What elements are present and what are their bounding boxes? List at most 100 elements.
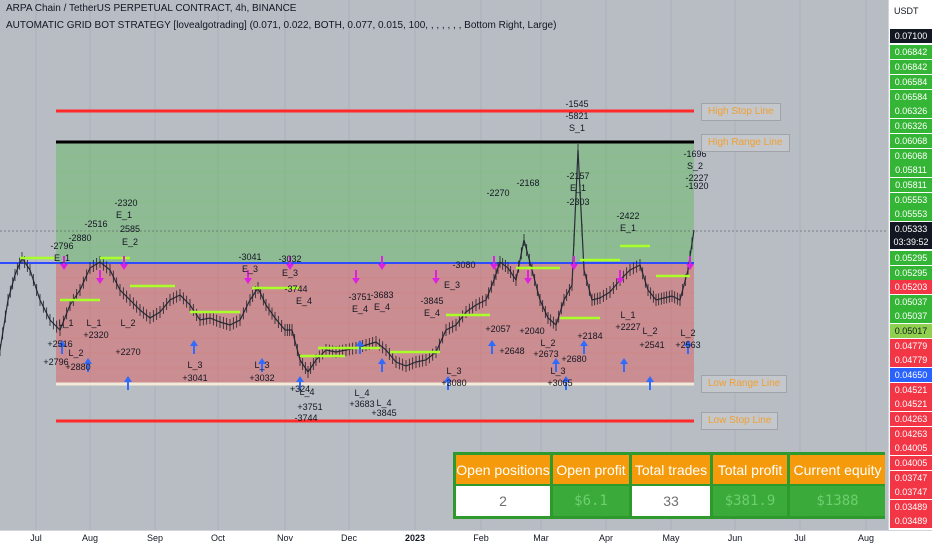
trade-annotation: L_2 bbox=[680, 328, 695, 338]
exit-arrow-icon bbox=[286, 256, 294, 270]
trade-annotation: L_1 bbox=[86, 318, 101, 328]
trade-annotation: E_3 bbox=[444, 280, 460, 290]
price-tag: 0.06068 bbox=[890, 134, 932, 148]
price-tag: 0.06584 bbox=[890, 90, 932, 104]
trade-annotation: -2516 bbox=[84, 219, 107, 229]
value-current-equity: $1388 bbox=[790, 486, 885, 516]
trade-annotation: L_3 bbox=[187, 360, 202, 370]
long-arrow-icon bbox=[488, 340, 496, 354]
trade-annotation: +3845 bbox=[371, 408, 396, 418]
price-tag: 0.05037 bbox=[890, 309, 932, 323]
time-label: Nov bbox=[276, 533, 294, 543]
price-tag: 0.06842 bbox=[890, 60, 932, 74]
stats-header-row: Open positions Open profit Total trades … bbox=[456, 455, 888, 484]
price-tag: 0.04005 bbox=[890, 456, 932, 470]
price-tag: 0.04650 bbox=[890, 368, 932, 382]
value-total-trades: 33 bbox=[632, 486, 710, 516]
trade-annotation: +2516 bbox=[47, 339, 72, 349]
trade-annotation: -3683 bbox=[370, 290, 393, 300]
value-total-profit: $381.9 bbox=[713, 486, 787, 516]
exit-arrow-icon bbox=[570, 256, 578, 270]
time-label: Sep bbox=[146, 533, 164, 543]
price-tag: 0.05295 bbox=[890, 251, 932, 265]
price-tag: 0.04263 bbox=[890, 427, 932, 441]
price-unit: USDT bbox=[894, 6, 919, 16]
price-tag: 0.06842 bbox=[890, 45, 932, 59]
time-label: Aug bbox=[857, 533, 875, 543]
header-total-profit: Total profit bbox=[713, 455, 787, 484]
trade-annotation: +2227 bbox=[615, 322, 640, 332]
value-open-profit: $6.1 bbox=[553, 486, 629, 516]
trade-annotation: L_2 bbox=[120, 318, 135, 328]
trade-annotation: +3041 bbox=[182, 373, 207, 383]
price-tag: 0.05017 bbox=[890, 324, 932, 338]
price-tag: 0.05333 bbox=[890, 222, 932, 236]
trade-annotation: 2585 bbox=[120, 224, 140, 234]
price-tag: 0.04005 bbox=[890, 441, 932, 455]
trade-annotation: -2227 bbox=[685, 173, 708, 183]
price-tag: 0.05553 bbox=[890, 207, 932, 221]
strategy-legend[interactable]: AUTOMATIC GRID BOT STRATEGY [lovealgotra… bbox=[6, 20, 557, 31]
trade-annotation: +3032 bbox=[249, 373, 274, 383]
trade-annotation: L_4 bbox=[354, 388, 369, 398]
exit-arrow-icon bbox=[244, 270, 252, 284]
trade-annotation: -2303 bbox=[566, 197, 589, 207]
long-arrow-icon bbox=[444, 376, 452, 390]
trade-annotation: +2320 bbox=[83, 330, 108, 340]
low-stop-label: Low Stop Line bbox=[701, 412, 779, 430]
price-tag: 0.03489 bbox=[890, 500, 932, 514]
price-tag: 0.05295 bbox=[890, 266, 932, 280]
time-axis[interactable] bbox=[0, 530, 932, 550]
price-tag: 0.04263 bbox=[890, 412, 932, 426]
price-chart[interactable]: -1545 -5821 S_1 -1696 S_2 -2227-1920 -2516 -232… bbox=[0, 0, 888, 530]
trade-annotation: +2563 bbox=[675, 340, 700, 350]
trade-annotation: +2057 bbox=[485, 324, 510, 334]
long-arrow-icon bbox=[646, 376, 654, 390]
trade-annotation: L_3 bbox=[254, 360, 269, 370]
price-tag: 0.04779 bbox=[890, 353, 932, 367]
time-label: Jun bbox=[727, 533, 743, 543]
price-tag: 0.06584 bbox=[890, 75, 932, 89]
trade-annotation: +324 bbox=[290, 384, 310, 394]
long-arrow-icon bbox=[620, 358, 628, 372]
trade-annotation: +2680 bbox=[561, 354, 586, 364]
price-tag: 0.05811 bbox=[890, 163, 932, 177]
price-tag: 0.05811 bbox=[890, 178, 932, 192]
time-label: Jul bbox=[794, 533, 806, 543]
trade-annotation: -2168 bbox=[516, 178, 539, 188]
trade-annotation: E_1 bbox=[570, 183, 586, 193]
trade-annotation: -2422 bbox=[616, 211, 639, 221]
trade-annotation: +3080 bbox=[441, 378, 466, 388]
trade-annotation: +3751 bbox=[297, 402, 322, 412]
exit-arrow-icon bbox=[490, 256, 498, 270]
trade-annotation: L_2 bbox=[642, 326, 657, 336]
trade-annotation: +2648 bbox=[499, 346, 524, 356]
trade-annotation: E_4 bbox=[424, 308, 440, 318]
trade-annotation: -2320 bbox=[114, 198, 137, 208]
trade-annotation: -3041 bbox=[238, 252, 261, 262]
trade-annotation: L_2 bbox=[68, 348, 83, 358]
header-open-profit: Open profit bbox=[553, 455, 629, 484]
chart-area[interactable]: -1545 -5821 S_1 -1696 S_2 -2227 -1920 -2516 -232… bbox=[0, 0, 888, 530]
trade-annotation: L_1 bbox=[58, 318, 73, 328]
exit-arrow-icon bbox=[616, 270, 624, 284]
trade-annotation: L_3 bbox=[550, 366, 565, 376]
trade-annotation: -3744 bbox=[284, 284, 307, 294]
long-arrow-icon bbox=[356, 340, 364, 354]
trade-annotation: +2796 bbox=[43, 357, 68, 367]
lower-grid-zone bbox=[56, 263, 694, 384]
trade-annotation: E_4 bbox=[374, 302, 390, 312]
trade-annotation: E_3 bbox=[282, 268, 298, 278]
time-label: Feb bbox=[473, 533, 489, 543]
long-arrow-icon bbox=[84, 358, 92, 372]
exit-arrow-icon bbox=[378, 256, 386, 270]
trade-annotation: -3744 bbox=[294, 413, 317, 423]
trade-annotation: -2796 bbox=[50, 241, 73, 251]
price-tag: 0.06326 bbox=[890, 104, 932, 118]
trade-annotation: +2270 bbox=[115, 347, 140, 357]
price-tag: 0.06326 bbox=[890, 119, 932, 133]
price-tag: 0.03489 bbox=[890, 514, 932, 528]
time-label: Mar bbox=[533, 533, 549, 543]
trade-annotation: +2673 bbox=[533, 349, 558, 359]
time-label: Apr bbox=[598, 533, 614, 543]
